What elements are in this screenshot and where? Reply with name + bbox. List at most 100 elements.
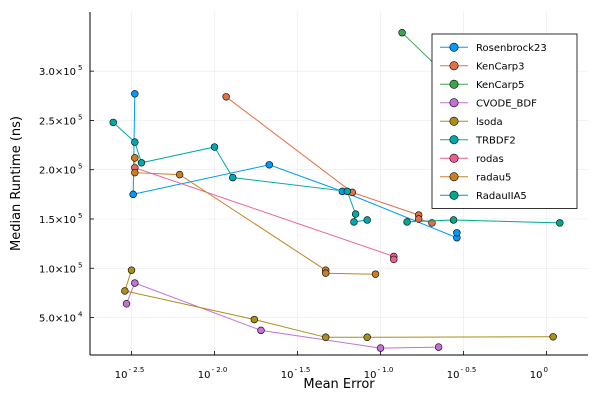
data-point [434, 343, 443, 351]
data-point [403, 218, 411, 226]
legend-label: rodas [476, 154, 504, 165]
series-radauiia5 [403, 216, 564, 227]
data-point [343, 187, 351, 196]
y-tick-label: 1.5×10 [39, 215, 76, 226]
series-line [225, 96, 433, 224]
series-line [126, 282, 439, 349]
y-tick-label: 1.0×10 [39, 264, 76, 275]
series-lsoda [121, 266, 557, 341]
x-tick-label: 10 [198, 370, 211, 381]
legend-label: RadauIIA5 [476, 191, 527, 202]
x-axis-label: Mean Error [303, 377, 375, 392]
data-point [229, 173, 237, 182]
legend-label: Rosenbrock23 [476, 43, 547, 54]
y-axis-label: Median Runtime (ns) [9, 116, 24, 251]
x-tick-label: 10 [447, 370, 460, 381]
x-tick-label: 10 [530, 370, 543, 381]
legend-entry: KenCarp5 [440, 80, 524, 91]
x-tick-exponent: - 1.5 [295, 366, 311, 374]
legend-label: lsoda [476, 117, 503, 128]
legend-entry: RadauIIA5 [440, 191, 527, 202]
series-line [134, 157, 376, 275]
legend-label: CVODE_BDF [476, 98, 537, 109]
legend-entry: CVODE_BDF [440, 98, 537, 109]
legend-entry: TRBDF2 [440, 135, 516, 146]
series-trbdf2 [109, 118, 371, 226]
data-point [131, 168, 139, 177]
data-point [414, 215, 423, 223]
y-tick-exponent: 5 [78, 212, 82, 220]
data-point [257, 326, 265, 335]
series-rosenbrock23 [129, 90, 461, 242]
legend-entry: lsoda [440, 117, 503, 128]
legend-entry: radau5 [440, 172, 511, 183]
data-point [137, 159, 146, 167]
legend: Rosenbrock23 KenCarp3 KenCarp5 CVODE_BDFlso… [431, 33, 578, 209]
legend-entry: Rosenbrock23 [440, 42, 547, 54]
y-tick-exponent: 5 [78, 261, 82, 269]
data-point [127, 266, 136, 274]
x-tick-label: 10 [364, 370, 377, 381]
data-point [131, 138, 139, 146]
data-point [449, 216, 458, 224]
x-tick-exponent: - 1.0 [378, 366, 394, 374]
legend-marker [449, 135, 459, 145]
legend-label: KenCarp5 [476, 80, 524, 91]
legend-marker [449, 98, 459, 108]
axes: 10- 2.5 10- 2.0 10- 1.5 10- 1.0 10- 0.5 10 05.… [39, 12, 588, 381]
data-point [129, 190, 137, 199]
data-point [556, 219, 564, 227]
data-point [351, 210, 360, 218]
series-line [132, 93, 458, 239]
x-tick-label: 10 [115, 370, 128, 381]
data-point [265, 161, 273, 169]
x-tick-label: 10 [281, 370, 294, 381]
y-tick-label: 3.0×10 [39, 67, 76, 78]
data-point [398, 28, 406, 37]
series-line [112, 122, 368, 223]
legend-label: TRBDF2 [475, 135, 516, 146]
y-tick-label: 2.0×10 [39, 166, 76, 177]
x-tick-exponent: - 0.5 [461, 366, 477, 374]
data-point [322, 269, 330, 277]
data-point [390, 255, 398, 264]
data-point [371, 270, 380, 278]
legend-marker [449, 79, 459, 89]
data-point [363, 333, 371, 341]
legend-entry: KenCarp3 [440, 61, 524, 72]
series-rodas [131, 164, 398, 264]
legend-entry: rodas [440, 154, 504, 165]
x-tick-exponent: 0 [544, 366, 548, 374]
y-tick-label: 2.5×10 [39, 116, 76, 127]
legend-label: radau5 [476, 172, 511, 183]
y-tick-exponent: 5 [78, 113, 82, 121]
data-point [122, 300, 131, 308]
data-point [222, 93, 230, 101]
data-point [363, 216, 371, 224]
legend-label: KenCarp3 [476, 61, 524, 72]
y-tick-label: 5.0×10 [39, 314, 76, 325]
legend-marker [449, 190, 459, 200]
data-point [121, 287, 129, 295]
data-point [210, 143, 219, 151]
data-point [322, 333, 330, 341]
data-point [131, 279, 139, 287]
y-tick-exponent: 4 [78, 311, 83, 319]
y-tick-exponent: 5 [78, 163, 82, 171]
series-kencarp3 [222, 93, 436, 227]
y-tick-exponent: 5 [78, 64, 82, 72]
legend-marker [449, 153, 459, 163]
data-point [453, 229, 461, 237]
series-radau5 [131, 154, 380, 278]
series-cvode_bdf [122, 279, 443, 352]
x-tick-exponent: - 2.0 [212, 366, 228, 374]
data-point [376, 344, 385, 352]
data-point [175, 170, 184, 179]
legend-marker [449, 61, 459, 71]
legend-marker [449, 116, 459, 126]
legend-marker [449, 172, 459, 182]
data-point [109, 118, 117, 127]
legend-marker [449, 42, 459, 52]
